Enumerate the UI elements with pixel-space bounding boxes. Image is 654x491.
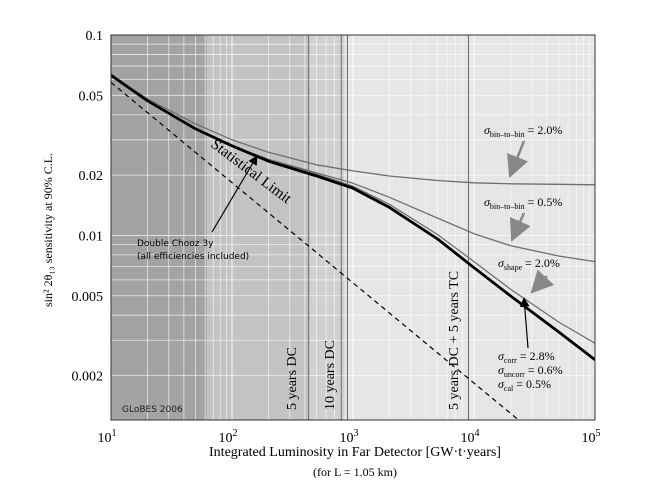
- shaded-regions: [111, 35, 595, 420]
- vertical-markers: [308, 35, 469, 420]
- y-tick-label-2: 0.02: [79, 169, 104, 184]
- x-tick-label-2: 103: [340, 428, 359, 446]
- x-tick-label-1: 102: [219, 428, 238, 446]
- y-tick-label-3: 0.01: [79, 229, 104, 244]
- label-dc-plus-tc: 5 years DC + 5 years TC: [447, 271, 462, 410]
- x-axis-subtitle: (for L = 1.05 km): [313, 465, 397, 479]
- double-chooz-sublabel: (all efficiencies included): [137, 252, 249, 262]
- annotation-uncorr: σuncorr = 0.6%: [498, 363, 563, 379]
- shaded-region-1: [206, 35, 309, 420]
- x-tick-labels: 101 102 103 104 105: [98, 428, 601, 446]
- annotation-corr: σcorr = 2.8%: [498, 349, 555, 365]
- series-curves: [111, 74, 595, 420]
- series-line-4: [111, 74, 595, 361]
- y-tick-label-1: 0.05: [79, 89, 104, 104]
- double-chooz-label: Double Chooz 3y: [137, 239, 214, 249]
- label-10-years-dc: 10 years DC: [323, 340, 338, 410]
- y-tick-label-5: 0.002: [72, 370, 104, 385]
- arrow-shape: [530, 269, 555, 294]
- shaded-region-3: [344, 35, 595, 420]
- x-tick-label-4: 105: [582, 428, 601, 446]
- y-axis-title: sin² 2θ₁₃ sensitivity at 90% C.L.: [41, 153, 55, 307]
- series-line-1: [111, 74, 595, 186]
- x-tick-label-0: 101: [98, 428, 117, 446]
- arrow-bin-to-bin-05: [509, 212, 531, 243]
- arrow-bin-to-bin-2: [507, 140, 528, 179]
- globes-tag: GLoBES 2006: [122, 405, 183, 415]
- arrow-corr: [519, 297, 530, 349]
- annotation-cal: σcal = 0.5%: [498, 377, 551, 393]
- shaded-region-0: [111, 35, 207, 420]
- x-tick-label-3: 104: [461, 428, 480, 446]
- annotation-bin-to-bin-05: σbin–to–bin = 0.5%: [484, 195, 562, 211]
- series-line-0: [111, 81, 520, 420]
- annotation-shape: σshape = 2.0%: [498, 256, 560, 272]
- y-tick-labels: 0.1 0.05 0.02 0.01 0.005 0.002: [72, 29, 104, 385]
- plot-frame: [110, 34, 596, 421]
- annotation-bin-to-bin-2: σbin–to–bin = 2.0%: [484, 123, 562, 139]
- y-tick-label-0: 0.1: [86, 29, 104, 44]
- double-chooz-arrow: [211, 155, 258, 233]
- x-axis-title: Integrated Luminosity in Far Detector [G…: [209, 445, 501, 460]
- label-5-years-dc: 5 years DC: [285, 347, 300, 410]
- y-tick-label-4: 0.005: [72, 290, 104, 305]
